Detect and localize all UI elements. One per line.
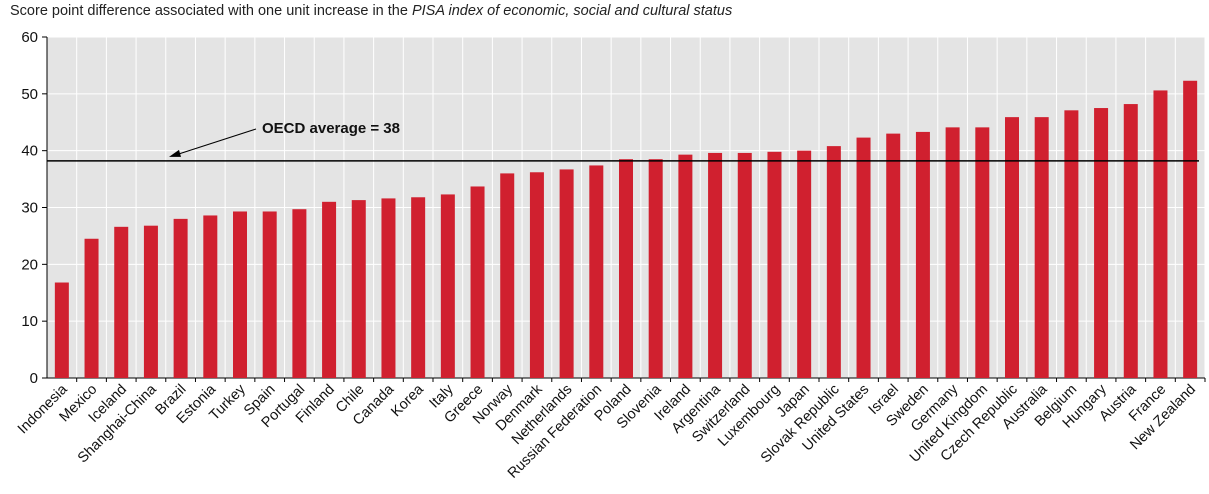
bar	[1005, 117, 1019, 378]
bar	[708, 152, 723, 378]
bar	[440, 194, 455, 378]
bar	[737, 152, 752, 378]
bar	[767, 151, 782, 378]
y-tick-label: 30	[21, 200, 38, 217]
bar	[856, 137, 871, 378]
subtitle-text: Score point difference associated with o…	[10, 3, 412, 19]
bar	[797, 150, 812, 378]
annotation-arrow-line	[175, 128, 257, 156]
bar	[114, 226, 129, 378]
bar	[470, 186, 485, 378]
y-tick-label: 20	[21, 256, 38, 273]
bar	[381, 198, 396, 378]
bar	[292, 209, 307, 378]
bar	[262, 211, 277, 378]
bar	[559, 169, 574, 378]
bar	[500, 173, 515, 378]
y-tick-label: 0	[30, 370, 38, 387]
bar	[1094, 108, 1109, 379]
bar	[411, 197, 426, 378]
annotation-arrow-head	[169, 149, 181, 157]
bar	[203, 215, 218, 378]
bar	[975, 127, 990, 379]
bar	[619, 159, 633, 378]
oecd-average-label: OECD average = 38	[262, 120, 400, 137]
bar	[915, 131, 930, 378]
bar	[84, 238, 99, 378]
bar	[826, 146, 841, 378]
bar	[1183, 80, 1198, 379]
bar	[351, 200, 366, 378]
bar	[886, 133, 901, 378]
bar	[322, 201, 337, 378]
bar	[678, 154, 693, 378]
bar	[648, 159, 663, 378]
y-tick-label: 40	[21, 143, 38, 160]
bar	[945, 127, 960, 379]
chart-subtitle: Score point difference associated with o…	[10, 3, 732, 19]
y-tick-label: 50	[21, 86, 38, 103]
bar	[54, 282, 69, 378]
subtitle-italic-text: PISA index of economic, social and cultu…	[411, 3, 733, 19]
bar	[1153, 90, 1168, 378]
bar	[233, 211, 247, 378]
bar	[589, 165, 604, 378]
bar	[173, 218, 188, 378]
bar	[1064, 110, 1079, 378]
category-label: Korea	[388, 381, 427, 420]
bar	[529, 172, 544, 378]
y-tick-label: 10	[21, 313, 38, 330]
bar	[1034, 117, 1049, 378]
bar	[1123, 104, 1138, 379]
bar	[143, 225, 158, 378]
y-tick-label: 60	[21, 29, 38, 46]
